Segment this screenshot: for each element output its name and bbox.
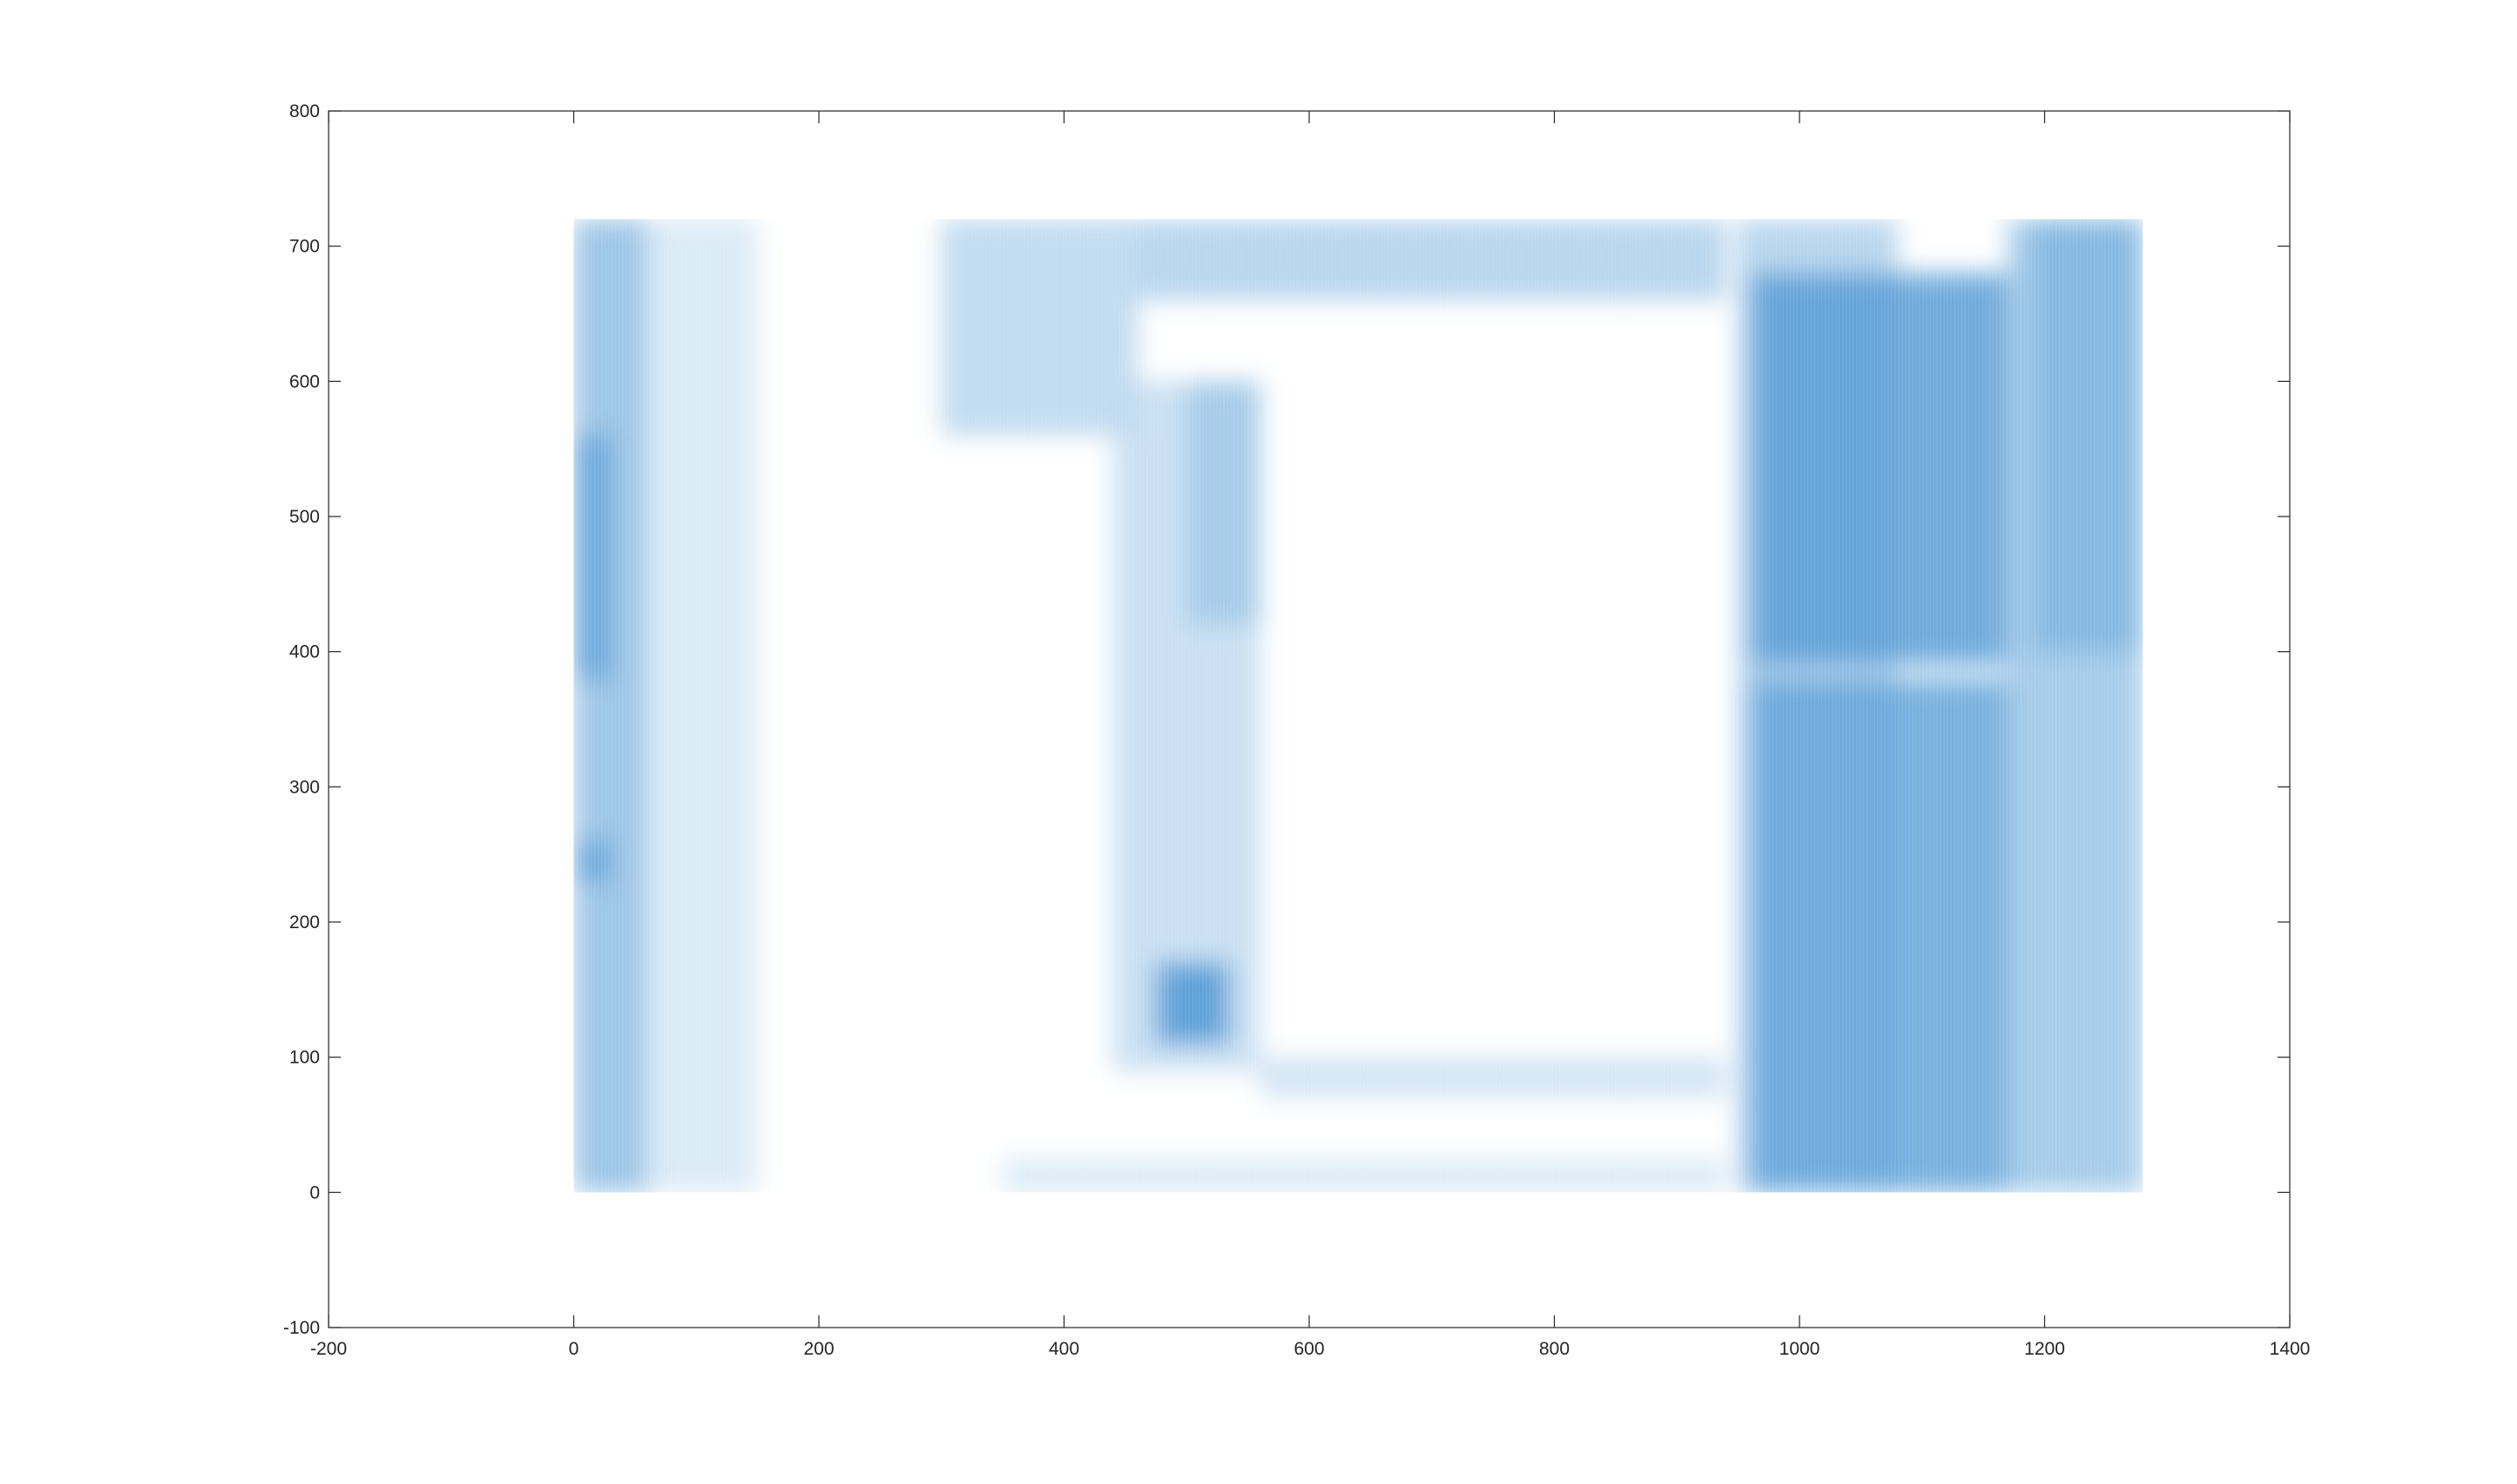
x-tick-label: 400	[1049, 1339, 1079, 1359]
y-tick-label: 700	[289, 237, 320, 257]
x-tick-label: -200	[310, 1339, 347, 1359]
x-axis: -200 0 200 400 600 800 1000 1200 1400	[310, 111, 2310, 1359]
y-tick-label: -100	[283, 1318, 320, 1338]
y-axis: -100 0 100 200 300 400 500 600 700 800	[283, 101, 2290, 1338]
y-tick-label: 100	[289, 1048, 320, 1068]
y-tick-label: 0	[309, 1182, 320, 1203]
x-tick-label: 200	[803, 1339, 834, 1359]
x-tick-label: 1200	[2024, 1339, 2065, 1359]
heatmap-image-texture	[573, 218, 2143, 1193]
heatmap-image	[573, 218, 2143, 1193]
x-tick-label: 1000	[1779, 1339, 1820, 1359]
y-tick-label: 600	[289, 371, 320, 392]
x-tick-label: 600	[1293, 1339, 1324, 1359]
y-tick-label: 800	[289, 101, 320, 121]
x-tick-label: 800	[1539, 1339, 1570, 1359]
y-tick-label: 300	[289, 777, 320, 797]
axes: -200 0 200 400 600 800 1000 1200 1400 -100 0 100 20…	[283, 101, 2310, 1359]
y-tick-label: 400	[289, 642, 320, 662]
x-tick-label: 0	[569, 1339, 579, 1359]
y-tick-label: 200	[289, 912, 320, 933]
y-tick-label: 500	[289, 507, 320, 527]
x-tick-label: 1400	[2270, 1339, 2311, 1359]
